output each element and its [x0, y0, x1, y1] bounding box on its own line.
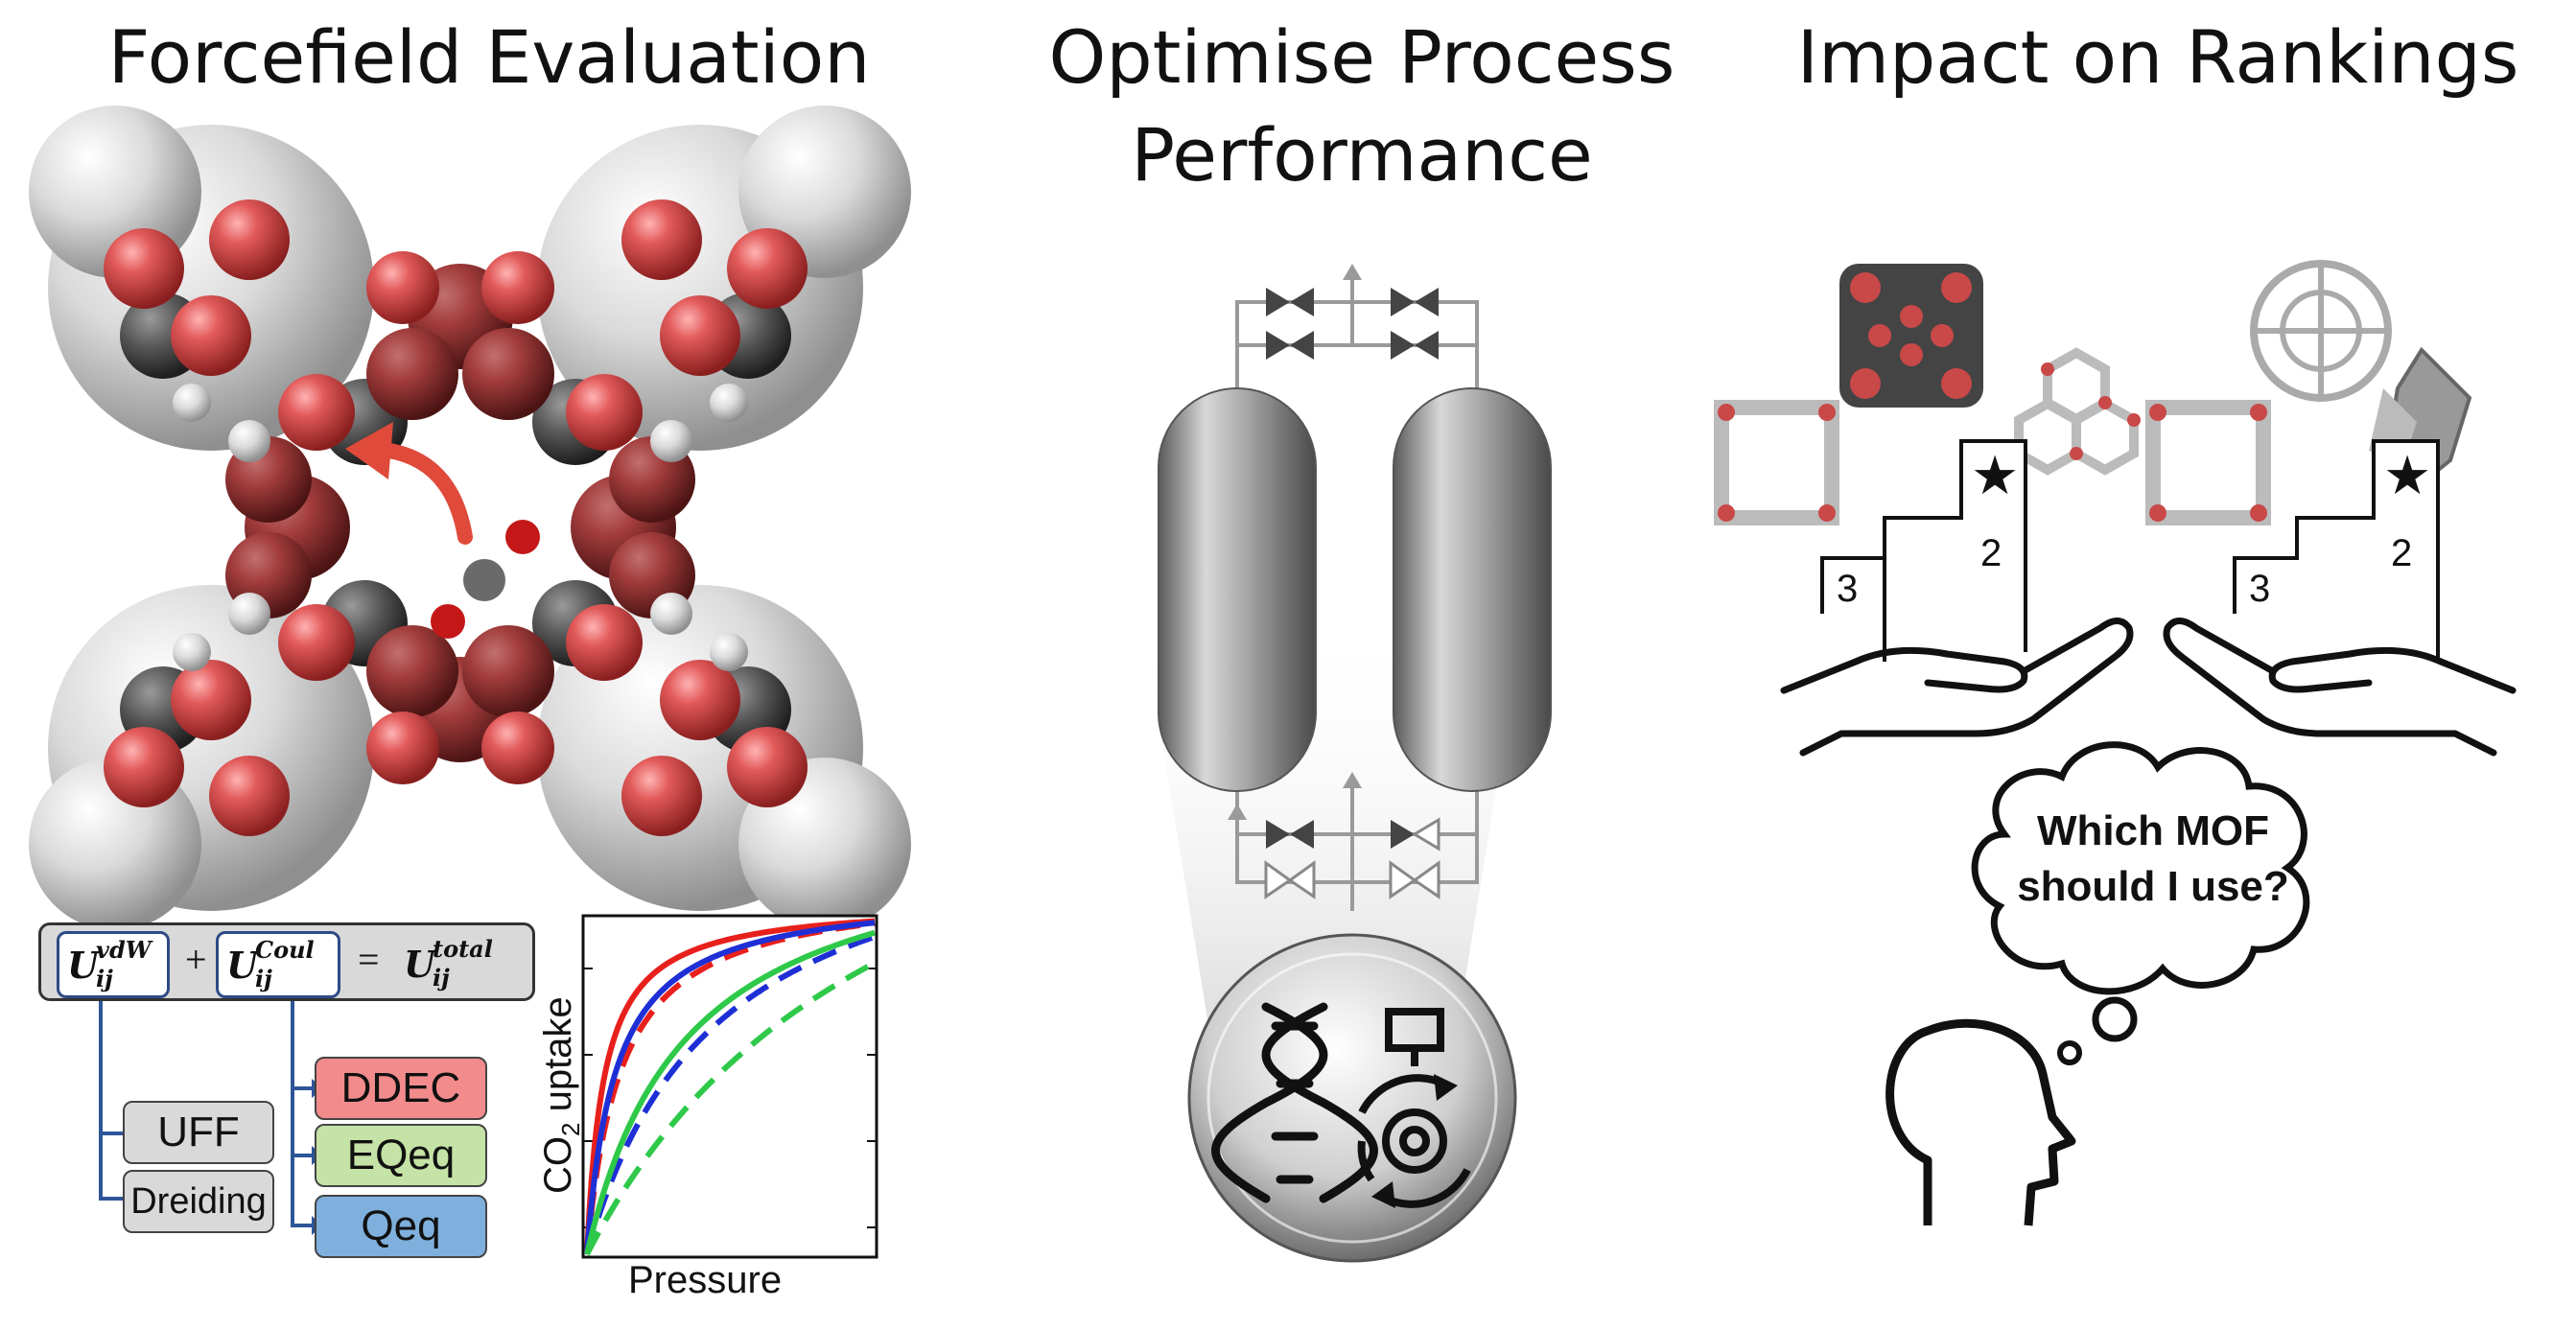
open-hand-icon-right [2163, 618, 2517, 757]
chart-frame [581, 914, 878, 1259]
uptake-curve-3 [584, 934, 877, 1255]
forcefield-connector-lines [99, 992, 312, 1227]
podium-left-third: 3 [1837, 568, 1859, 610]
optimiser-ball [1187, 933, 1517, 1263]
title-optimise-process-line2: Performance [1131, 112, 1593, 198]
vdw-term: U vdW ij [57, 931, 170, 998]
chart-x-axis-label: Pressure [628, 1259, 783, 1301]
energy-equation: U vdW ij + U Coul ij = U total ij [38, 922, 535, 1001]
podium-left [1820, 439, 2027, 662]
uptake-curve-5 [584, 960, 877, 1256]
charge-scheme-eqeq: EQeq [315, 1124, 487, 1187]
coulomb-term: U Coul ij [216, 931, 340, 998]
gear-cycle-icon [1357, 1008, 1471, 1208]
mof-framework-image [29, 105, 930, 930]
title-optimise-process-line1: Optimise Process [1048, 14, 1675, 100]
mof-third-left [1714, 400, 1839, 525]
uptake-curves [584, 918, 877, 1256]
mof-third-right [2145, 400, 2271, 525]
charge-scheme-qeq: Qeq [315, 1195, 487, 1258]
adsorption-column-right [1393, 387, 1552, 792]
equals-sign: = [358, 938, 380, 981]
plus-sign: + [185, 938, 207, 981]
forcefield-dreiding: Dreiding [123, 1170, 274, 1233]
uptake-curve-0 [584, 918, 876, 1255]
uptake-chart [581, 914, 878, 1259]
charge-scheme-ddec: DDEC [315, 1057, 487, 1120]
psa-process-diagram [1141, 264, 1552, 1263]
head-outline-icon [1885, 1018, 2076, 1226]
uptake-curve-1 [584, 921, 876, 1255]
title-forcefield-evaluation: Forcefield Evaluation [107, 14, 871, 100]
podium-right [2233, 439, 2440, 662]
forcefield-uff: UFF [123, 1101, 274, 1164]
thought-bubble-small [2057, 1040, 2082, 1065]
thought-bubble-large [2092, 996, 2138, 1042]
mof-first-right [2250, 260, 2392, 402]
podium-left-first: ★ [1971, 445, 2020, 505]
open-hand-icon-left [1780, 618, 2134, 757]
thought-line-2: should I use? [2017, 863, 2289, 910]
thought-text: Which MOF should I use? [2014, 804, 2292, 915]
mof-first-left [1839, 264, 1983, 408]
podium-right-second: 2 [2391, 532, 2413, 574]
podium-left-second: 2 [1980, 532, 2002, 574]
adsorption-column-left [1158, 387, 1317, 792]
thought-cloud [1971, 741, 2310, 995]
valve-icon [1266, 288, 1439, 849]
podium-right-first: ★ [2383, 445, 2432, 505]
mof-second-left [2012, 347, 2141, 476]
uptake-curve-4 [584, 929, 876, 1255]
thought-line-1: Which MOF [2037, 807, 2269, 854]
uptake-curve-2 [584, 920, 876, 1255]
title-impact-on-rankings: Impact on Rankings [1796, 14, 2519, 100]
chart-y-axis-label: CO2 uptake [537, 996, 585, 1194]
rankings-diagram [1714, 260, 2517, 1226]
podium-right-third: 3 [2249, 568, 2271, 610]
